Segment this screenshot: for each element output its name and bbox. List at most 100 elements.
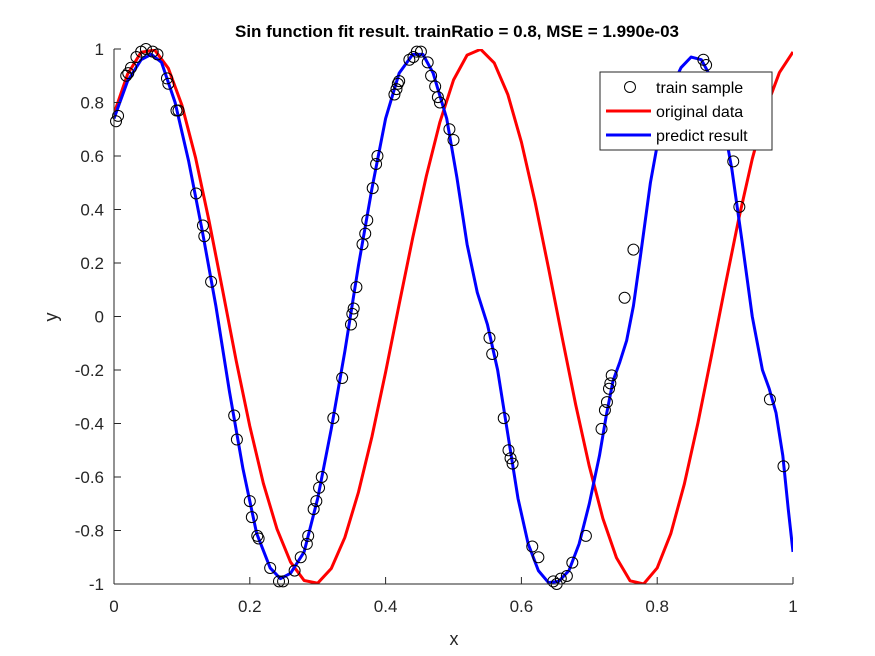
train-sample-point: [198, 230, 211, 243]
series-layer: [110, 43, 793, 590]
x-tick-label: 0.4: [374, 597, 398, 616]
train-sample-point: [302, 529, 315, 542]
train-sample-point: [245, 511, 258, 524]
train-sample-point: [151, 48, 164, 61]
train-sample-point: [727, 155, 740, 168]
train-sample-point: [359, 227, 372, 240]
train-sample-point: [272, 575, 285, 588]
train-sample-point: [526, 540, 539, 553]
train-sample-point: [228, 409, 241, 422]
legend-marker-train-sample: [624, 81, 636, 93]
y-tick-label: -0.6: [75, 468, 104, 487]
y-axis-label: y: [41, 313, 61, 322]
train-sample-point: [447, 133, 460, 146]
train-sample-point: [627, 243, 640, 256]
train-sample-point: [566, 556, 579, 569]
train-sample-point: [230, 433, 243, 446]
train-sample-point: [391, 77, 404, 90]
train-sample-point: [579, 529, 592, 542]
y-tick-label: 1: [95, 40, 104, 59]
train-sample-point: [251, 529, 264, 542]
train-sample-point: [122, 67, 135, 80]
train-sample-point: [366, 182, 379, 195]
train-sample-point: [110, 115, 123, 128]
train-sample-point: [162, 77, 175, 90]
train-sample-point: [160, 72, 173, 85]
train-sample-point: [327, 412, 340, 425]
train-sample-point: [277, 575, 290, 588]
train-sample-point: [602, 382, 615, 395]
y-tick-label: -1: [89, 575, 104, 594]
train-sample-point: [205, 275, 218, 288]
train-sample-point: [124, 61, 137, 74]
y-tick-label: 0: [95, 308, 104, 327]
train-sample-point: [300, 537, 313, 550]
train-sample-point: [112, 109, 125, 122]
train-sample-point: [486, 347, 499, 360]
x-tick-label: 0.6: [510, 597, 534, 616]
train-sample-point: [390, 83, 403, 96]
x-tick-label: 1: [788, 597, 797, 616]
y-tick-label: 0.6: [80, 147, 104, 166]
y-tick-label: 0.4: [80, 201, 104, 220]
train-sample-point: [604, 377, 617, 390]
train-sample-point: [361, 214, 374, 227]
train-sample-point: [403, 53, 416, 66]
train-sample-point: [547, 575, 560, 588]
train-sample-point: [190, 187, 203, 200]
train-sample-point: [139, 43, 152, 55]
train-sample-point: [598, 404, 611, 417]
train-sample-point: [504, 452, 517, 465]
legend: train sample original data predict result: [599, 71, 773, 151]
train-sample-point: [425, 69, 438, 82]
train-sample-point: [346, 307, 359, 320]
x-tick-label: 0.2: [238, 597, 262, 616]
train-sample-point: [388, 88, 401, 101]
axes-layer: 0 0.2 0.4 0.6 0.8 1 -1 -0.8 -0.6 -0.4 -0.2 0 0.2 0.4 0…: [75, 40, 798, 616]
train-sample-point: [595, 422, 608, 435]
train-sample-point: [497, 412, 510, 425]
train-sample-point: [618, 291, 631, 304]
train-sample-point: [393, 75, 406, 88]
train-sample-point: [443, 123, 456, 136]
x-tick-label: 0.8: [645, 597, 669, 616]
train-sample-point: [370, 158, 383, 171]
train-sample-point: [506, 457, 519, 470]
train-sample-point: [532, 551, 545, 564]
chart-title: Sin function fit result. trainRatio = 0.…: [235, 22, 679, 41]
train-sample-point: [414, 45, 427, 58]
train-sample-point: [605, 369, 618, 382]
train-sample-point: [502, 444, 515, 457]
legend-label: predict result: [656, 128, 748, 145]
y-tick-label: 0.8: [80, 94, 104, 113]
legend-box: [599, 71, 773, 151]
train-sample-point: [431, 91, 444, 104]
train-sample-point: [433, 96, 446, 109]
train-sample-point: [288, 564, 301, 577]
train-sample-point: [350, 281, 363, 294]
train-sample-point: [315, 471, 328, 483]
train-sample-point: [264, 561, 277, 574]
train-sample-point: [763, 393, 776, 406]
train-sample-point: [483, 331, 496, 344]
y-tick-label: 0.2: [80, 254, 104, 273]
train-sample-markers: [110, 43, 790, 590]
x-tick-label: 0: [109, 597, 118, 616]
y-tick-label: -0.4: [75, 415, 104, 434]
train-sample-point: [336, 372, 349, 385]
train-sample-point: [421, 56, 434, 69]
train-sample-point: [172, 104, 185, 117]
train-sample-point: [733, 200, 746, 213]
y-tick-label: -0.8: [75, 522, 104, 541]
train-sample-point: [307, 503, 320, 516]
train-sample-point: [560, 569, 573, 582]
train-sample-point: [347, 302, 360, 315]
train-sample-point: [252, 532, 265, 545]
x-axis-label: x: [450, 629, 459, 649]
train-sample-point: [777, 460, 790, 473]
train-sample-point: [371, 150, 384, 162]
train-sample-point: [700, 59, 713, 72]
train-sample-point: [294, 551, 307, 564]
legend-label: train sample: [656, 80, 743, 97]
